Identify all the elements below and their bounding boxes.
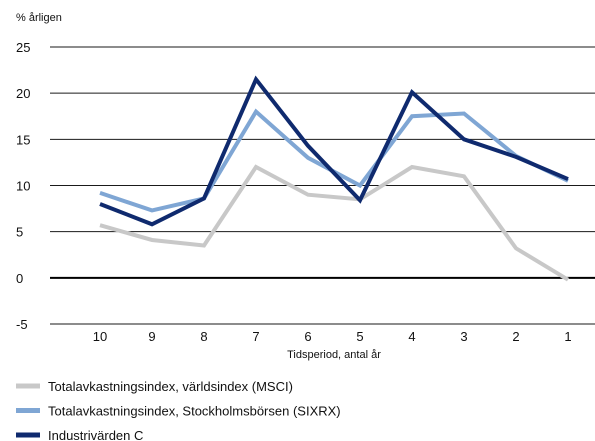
y-tick-label: 20 — [16, 86, 30, 101]
y-axis-title: % årligen — [16, 12, 62, 24]
y-tick-label: 5 — [16, 225, 23, 240]
y-tick-label: 0 — [16, 271, 23, 286]
legend-label: Totalavkastningsindex, världsindex (MSCI… — [48, 379, 293, 394]
grid-lines — [50, 46, 595, 325]
x-axis-title: Tidsperiod, antal år — [287, 349, 381, 361]
x-tick-label: 3 — [460, 329, 467, 344]
x-tick-label: 4 — [408, 329, 415, 344]
series-line-1 — [99, 164, 570, 282]
y-tick-label: 25 — [16, 40, 30, 55]
x-tick-label: 7 — [252, 329, 259, 344]
x-tick-label: 2 — [512, 329, 519, 344]
legend-label: Totalavkastningsindex, Stockholmsbörsen … — [48, 404, 341, 419]
x-tick-label: 6 — [304, 329, 311, 344]
x-tick-label: 1 — [564, 329, 571, 344]
x-tick-label: 9 — [148, 329, 155, 344]
x-tick-label: 5 — [356, 329, 363, 344]
x-tick-label: 8 — [200, 329, 207, 344]
x-tick-labels: 10 9 8 7 6 5 4 3 2 1 — [93, 329, 572, 344]
y-tick-label: 10 — [16, 179, 30, 194]
x-tick-label: 10 — [93, 329, 107, 344]
series-line-3 — [99, 75, 569, 227]
legend-label: Industrivärden C — [48, 428, 143, 441]
y-tick-label: 15 — [16, 132, 30, 147]
y-tick-label: -5 — [16, 317, 28, 332]
series-lines — [99, 75, 570, 282]
legend: Totalavkastningsindex, världsindex (MSCI… — [16, 379, 341, 441]
y-tick-labels: -5 0 5 10 15 20 25 — [16, 40, 30, 332]
